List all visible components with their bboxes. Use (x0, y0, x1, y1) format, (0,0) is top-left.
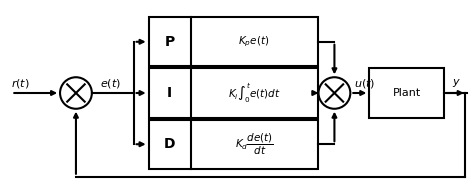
Text: I: I (167, 86, 172, 100)
Text: $y$: $y$ (452, 77, 461, 89)
Bar (369, 68, 444, 118)
Bar (148, 120, 318, 169)
Text: $K_i \int_0^t e(t)dt$: $K_i \int_0^t e(t)dt$ (228, 81, 281, 105)
Text: Plant: Plant (392, 88, 420, 98)
Bar (148, 17, 318, 66)
Text: $K_p e(t)$: $K_p e(t)$ (238, 35, 270, 49)
Text: P: P (164, 35, 175, 49)
Text: $K_d \dfrac{de(t)}{dt}$: $K_d \dfrac{de(t)}{dt}$ (235, 132, 273, 157)
Text: $e(t)$: $e(t)$ (100, 77, 121, 90)
Text: D: D (164, 137, 175, 151)
Text: $r(t)$: $r(t)$ (11, 77, 30, 90)
Bar (148, 68, 318, 118)
Text: $u(t)$: $u(t)$ (354, 77, 375, 90)
